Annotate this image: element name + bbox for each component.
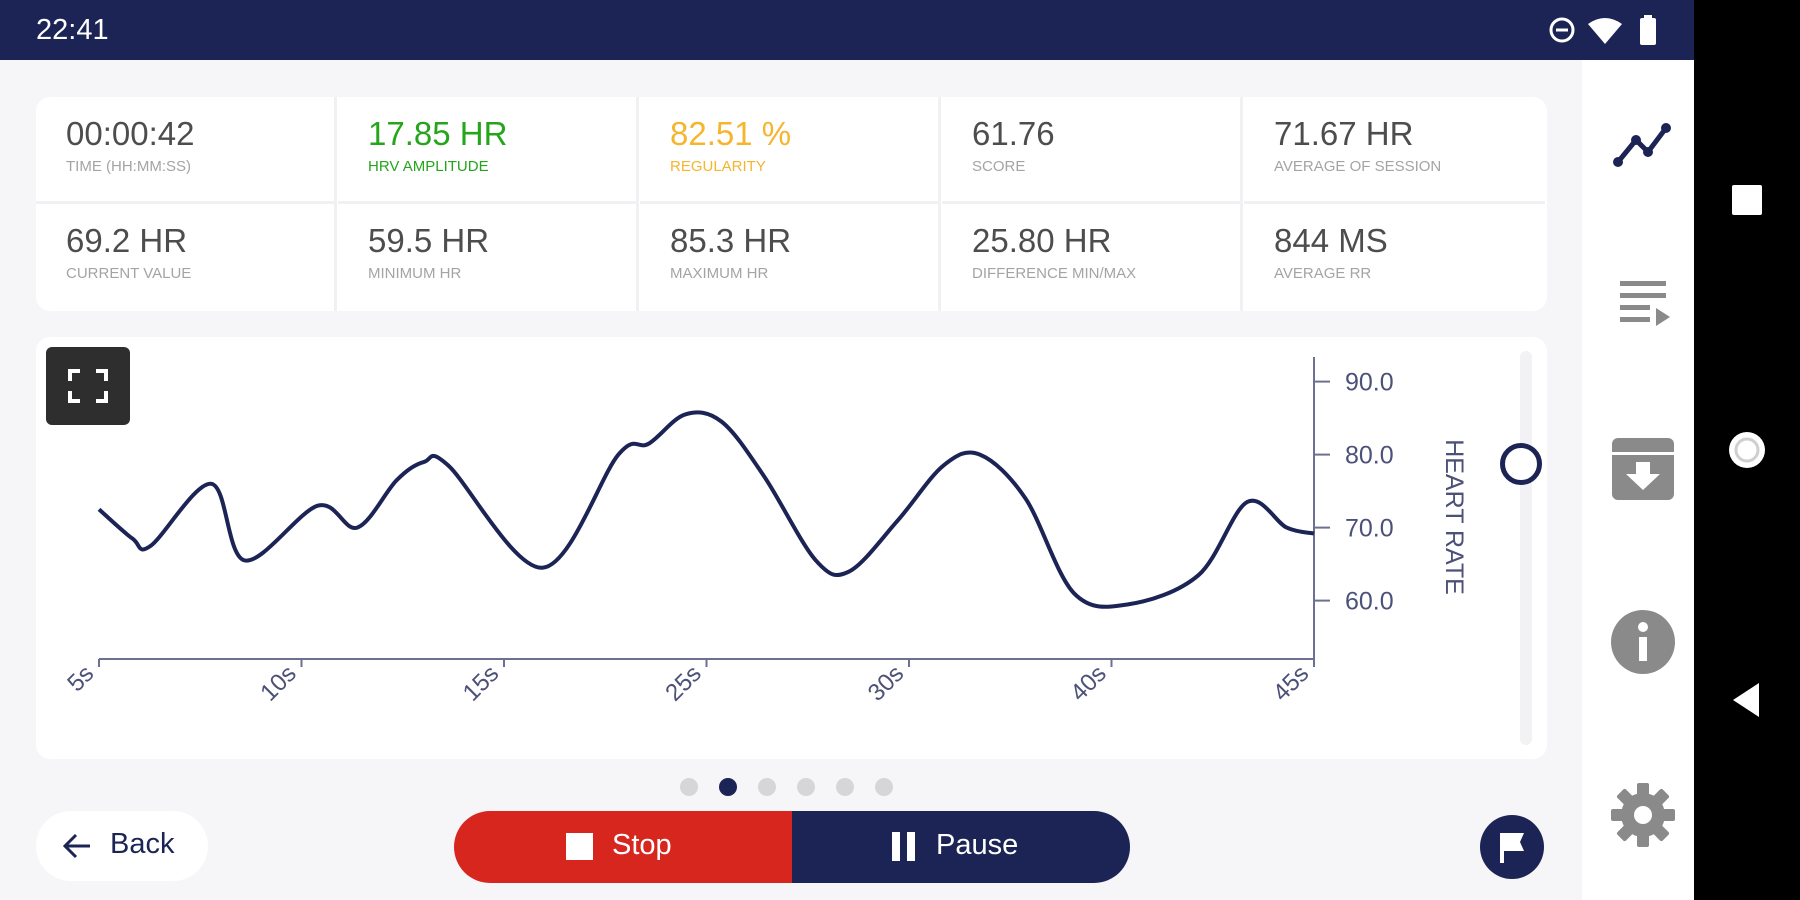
settings-icon[interactable] (1608, 780, 1678, 850)
stat-value: 82.51 % (670, 115, 792, 152)
status-time: 22:41 (36, 14, 109, 46)
arrow-left-icon (62, 833, 90, 859)
x-tick-label: 30s (863, 660, 909, 706)
x-tick-label: 10s (255, 660, 301, 706)
flag-icon (1500, 833, 1524, 863)
y-tick-label: 70.0 (1345, 515, 1394, 543)
page-indicator (680, 778, 900, 798)
back-label: Back (110, 828, 175, 860)
stat-value: 61.76 (972, 115, 1055, 152)
app-screen: 22:41 00:00:42 TIME (HH:MM:SS) 17.85 HR HRV… (0, 0, 1694, 900)
heart-rate-chart: 5s 10s 15s 25s 30s 40s 45s 90.0 80.0 70.0 60.0 HEAR… (62, 357, 1468, 707)
x-tick-label: 40s (1065, 660, 1111, 706)
stat-cell: 17.85 HR HRV AMPLITUDE (338, 97, 639, 204)
battery-icon (1640, 15, 1656, 45)
stat-value: 00:00:42 (66, 115, 195, 152)
page-dot[interactable] (875, 778, 893, 796)
stat-cell: 59.5 HR MINIMUM HR (338, 204, 639, 311)
x-tick-label: 25s (660, 660, 706, 706)
stat-label: REGULARITY (670, 158, 766, 175)
back-button[interactable]: Back (36, 811, 208, 881)
flag-button[interactable] (1480, 815, 1544, 879)
page-dot[interactable] (758, 778, 776, 796)
stat-value: 59.5 HR (368, 222, 490, 259)
stat-label: CURRENT VALUE (66, 265, 192, 282)
home-icon[interactable] (1727, 430, 1767, 470)
y-axis-title: HEART RATE (1440, 439, 1468, 595)
stat-label: AVERAGE RR (1274, 265, 1372, 282)
page-dot[interactable] (680, 778, 698, 796)
system-nav-bar (1694, 0, 1800, 900)
stat-cell: 61.76 SCORE (942, 97, 1243, 204)
stat-label: DIFFERENCE MIN/MAX (972, 265, 1137, 282)
stats-panel: 00:00:42 TIME (HH:MM:SS) 17.85 HR HRV AMPLI… (36, 97, 1547, 311)
chart-scroll-track[interactable] (1520, 351, 1532, 745)
download-box-icon[interactable] (1608, 434, 1678, 504)
pause-label: Pause (936, 829, 1019, 861)
pause-button[interactable]: Pause (792, 811, 1130, 883)
stat-label: HRV AMPLITUDE (368, 158, 489, 175)
page-dot[interactable] (797, 778, 815, 796)
stat-cell: 69.2 HR CURRENT VALUE (36, 204, 337, 311)
stat-value: 844 MS (1274, 222, 1388, 259)
chart-card: 5s 10s 15s 25s 30s 40s 45s 90.0 80.0 70.0 60.0 HEAR… (36, 337, 1547, 759)
stop-button[interactable]: Stop (454, 811, 792, 883)
stat-value: 71.67 HR (1274, 115, 1414, 152)
stat-cell: 85.3 HR MAXIMUM HR (640, 204, 941, 311)
wifi-icon (1588, 18, 1622, 44)
pause-icon (892, 831, 915, 861)
stat-label: TIME (HH:MM:SS) (66, 158, 191, 175)
stat-label: AVERAGE OF SESSION (1274, 158, 1442, 175)
status-bar: 22:41 (0, 0, 1694, 60)
stat-cell: 82.51 % REGULARITY (640, 97, 941, 204)
back-triangle-icon[interactable] (1727, 680, 1767, 720)
stat-cell: 25.80 HR DIFFERENCE MIN/MAX (942, 204, 1243, 311)
x-tick-label: 45s (1268, 660, 1314, 706)
heart-rate-series-line (97, 410, 1315, 609)
fullscreen-icon (68, 369, 108, 403)
y-tick-label: 80.0 (1345, 442, 1394, 470)
x-tick-label: 15s (458, 660, 504, 706)
chart-scroll-thumb[interactable] (1500, 443, 1542, 485)
stat-value: 69.2 HR (66, 222, 188, 259)
fullscreen-button[interactable] (46, 347, 130, 425)
stop-label: Stop (612, 829, 672, 861)
page-dot[interactable] (719, 778, 737, 796)
stat-cell: 844 MS AVERAGE RR (1244, 204, 1545, 311)
stat-value: 17.85 HR (368, 115, 508, 152)
stat-label: SCORE (972, 158, 1026, 175)
stat-value: 25.80 HR (972, 222, 1112, 259)
stat-cell: 00:00:42 TIME (HH:MM:SS) (36, 97, 337, 204)
y-tick-label: 60.0 (1345, 588, 1394, 616)
stat-label: MAXIMUM HR (670, 265, 769, 282)
stop-icon (566, 832, 593, 860)
right-sidebar (1582, 60, 1694, 900)
recents-icon[interactable] (1727, 180, 1767, 220)
y-tick-label: 90.0 (1345, 369, 1394, 397)
do-not-disturb-icon (1549, 17, 1575, 43)
stat-label: MINIMUM HR (368, 265, 462, 282)
stat-value: 85.3 HR (670, 222, 792, 259)
playlist-icon[interactable] (1608, 266, 1678, 336)
chart-line-icon[interactable] (1608, 112, 1678, 182)
page-dot[interactable] (836, 778, 854, 796)
status-icons (1549, 15, 1656, 45)
info-icon[interactable] (1608, 607, 1678, 677)
stat-cell: 71.67 HR AVERAGE OF SESSION (1244, 97, 1545, 204)
x-tick-label: 5s (62, 660, 99, 697)
